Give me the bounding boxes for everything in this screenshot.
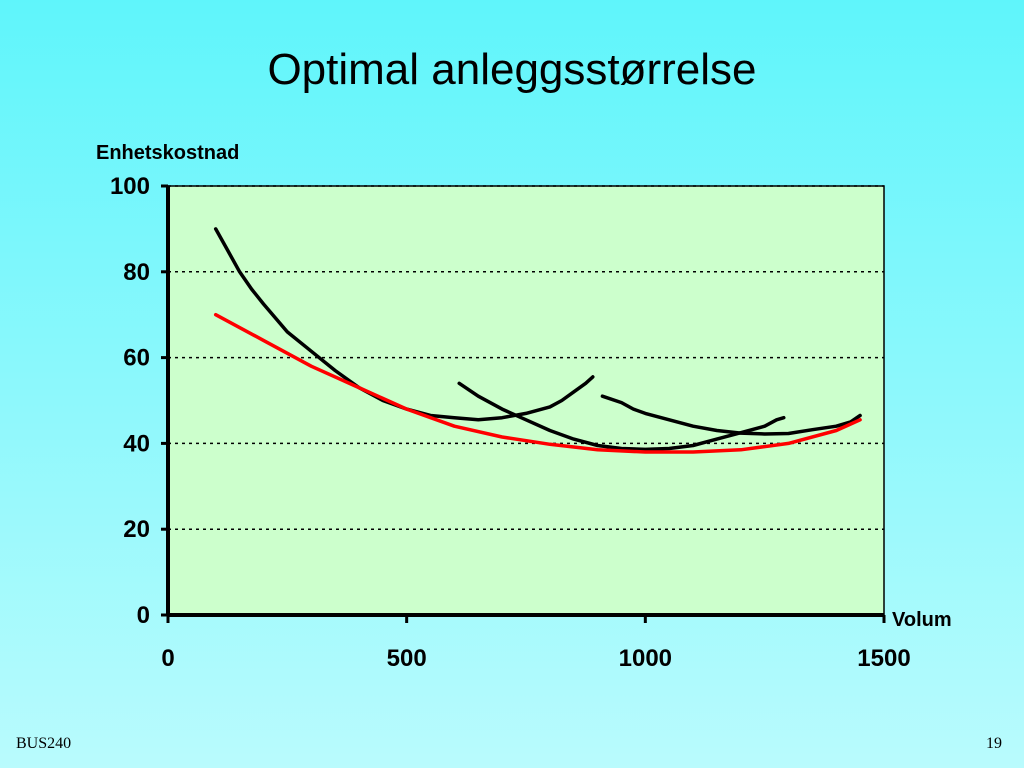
y-tick-label: 100 <box>110 173 150 200</box>
footer-page-number: 19 <box>986 735 1002 752</box>
x-tick-label: 1000 <box>619 645 672 672</box>
y-tick-label: 80 <box>123 259 150 286</box>
footer-course-code: BUS240 <box>16 735 72 752</box>
y-axis-label: Enhetskostnad <box>96 142 239 164</box>
y-tick-label: 40 <box>123 430 150 457</box>
short-run-cost-curve-3 <box>600 394 862 436</box>
axes <box>161 184 886 623</box>
plot-area <box>167 185 885 616</box>
y-tick-label: 20 <box>123 516 150 543</box>
slide-title: Optimal anleggsstørrelse <box>267 45 757 94</box>
gridlines <box>168 185 884 530</box>
short-run-cost-curve-2 <box>457 381 786 452</box>
x-axis-label: Volum <box>892 609 952 631</box>
y-tick-label: 60 <box>123 345 150 372</box>
x-tick-label: 0 <box>161 645 174 672</box>
series-lines <box>213 227 862 454</box>
y-tick-label: 0 <box>137 602 150 629</box>
x-tick-label: 500 <box>387 645 427 672</box>
long-run-cost-curve <box>213 312 862 454</box>
x-tick-label: 1500 <box>857 645 910 672</box>
